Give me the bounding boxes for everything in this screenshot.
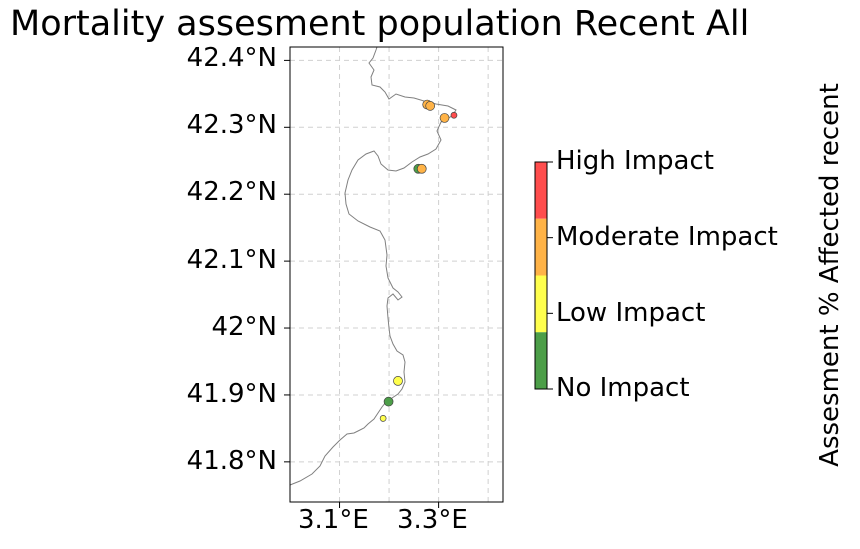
colorbar xyxy=(534,161,553,390)
site-marker xyxy=(425,101,436,111)
coastline xyxy=(289,46,457,486)
site-marker xyxy=(393,376,403,386)
lat-tick-label: 42.1°N xyxy=(186,245,277,275)
lat-tick-label: 42°N xyxy=(211,312,277,342)
axis-ticks xyxy=(284,59,440,508)
lat-tick-label: 41.8°N xyxy=(186,446,277,476)
chart-title: Mortality assesment population Recent Al… xyxy=(10,4,750,44)
site-markers xyxy=(379,99,458,422)
colorbar-segment xyxy=(535,162,547,219)
site-marker xyxy=(383,396,394,407)
colorbar-title: Assesment % Affected recent xyxy=(815,83,845,467)
site-marker xyxy=(416,163,427,174)
colorbar-frame xyxy=(534,161,548,390)
lon-tick-label: 3.1°E xyxy=(298,505,369,535)
site-marker xyxy=(379,415,387,422)
colorbar-segment xyxy=(535,218,547,276)
map-frame xyxy=(289,46,504,503)
lat-tick-label: 42.2°N xyxy=(186,177,277,207)
map-gridlines xyxy=(290,47,503,502)
lat-tick-label: 42.4°N xyxy=(186,43,277,73)
site-marker xyxy=(450,111,458,119)
colorbar-label-low: Low Impact xyxy=(556,298,706,328)
colorbar-segment xyxy=(535,275,547,333)
site-marker xyxy=(439,113,450,123)
colorbar-label-moderate: Moderate Impact xyxy=(556,222,778,252)
lat-tick-label: 42.3°N xyxy=(186,110,277,140)
lon-tick-label: 3.3°E xyxy=(397,505,468,535)
lat-tick-label: 41.9°N xyxy=(186,379,277,409)
colorbar-label-none: No Impact xyxy=(556,373,690,403)
colorbar-label-high: High Impact xyxy=(556,146,714,176)
colorbar-segment xyxy=(535,332,547,389)
